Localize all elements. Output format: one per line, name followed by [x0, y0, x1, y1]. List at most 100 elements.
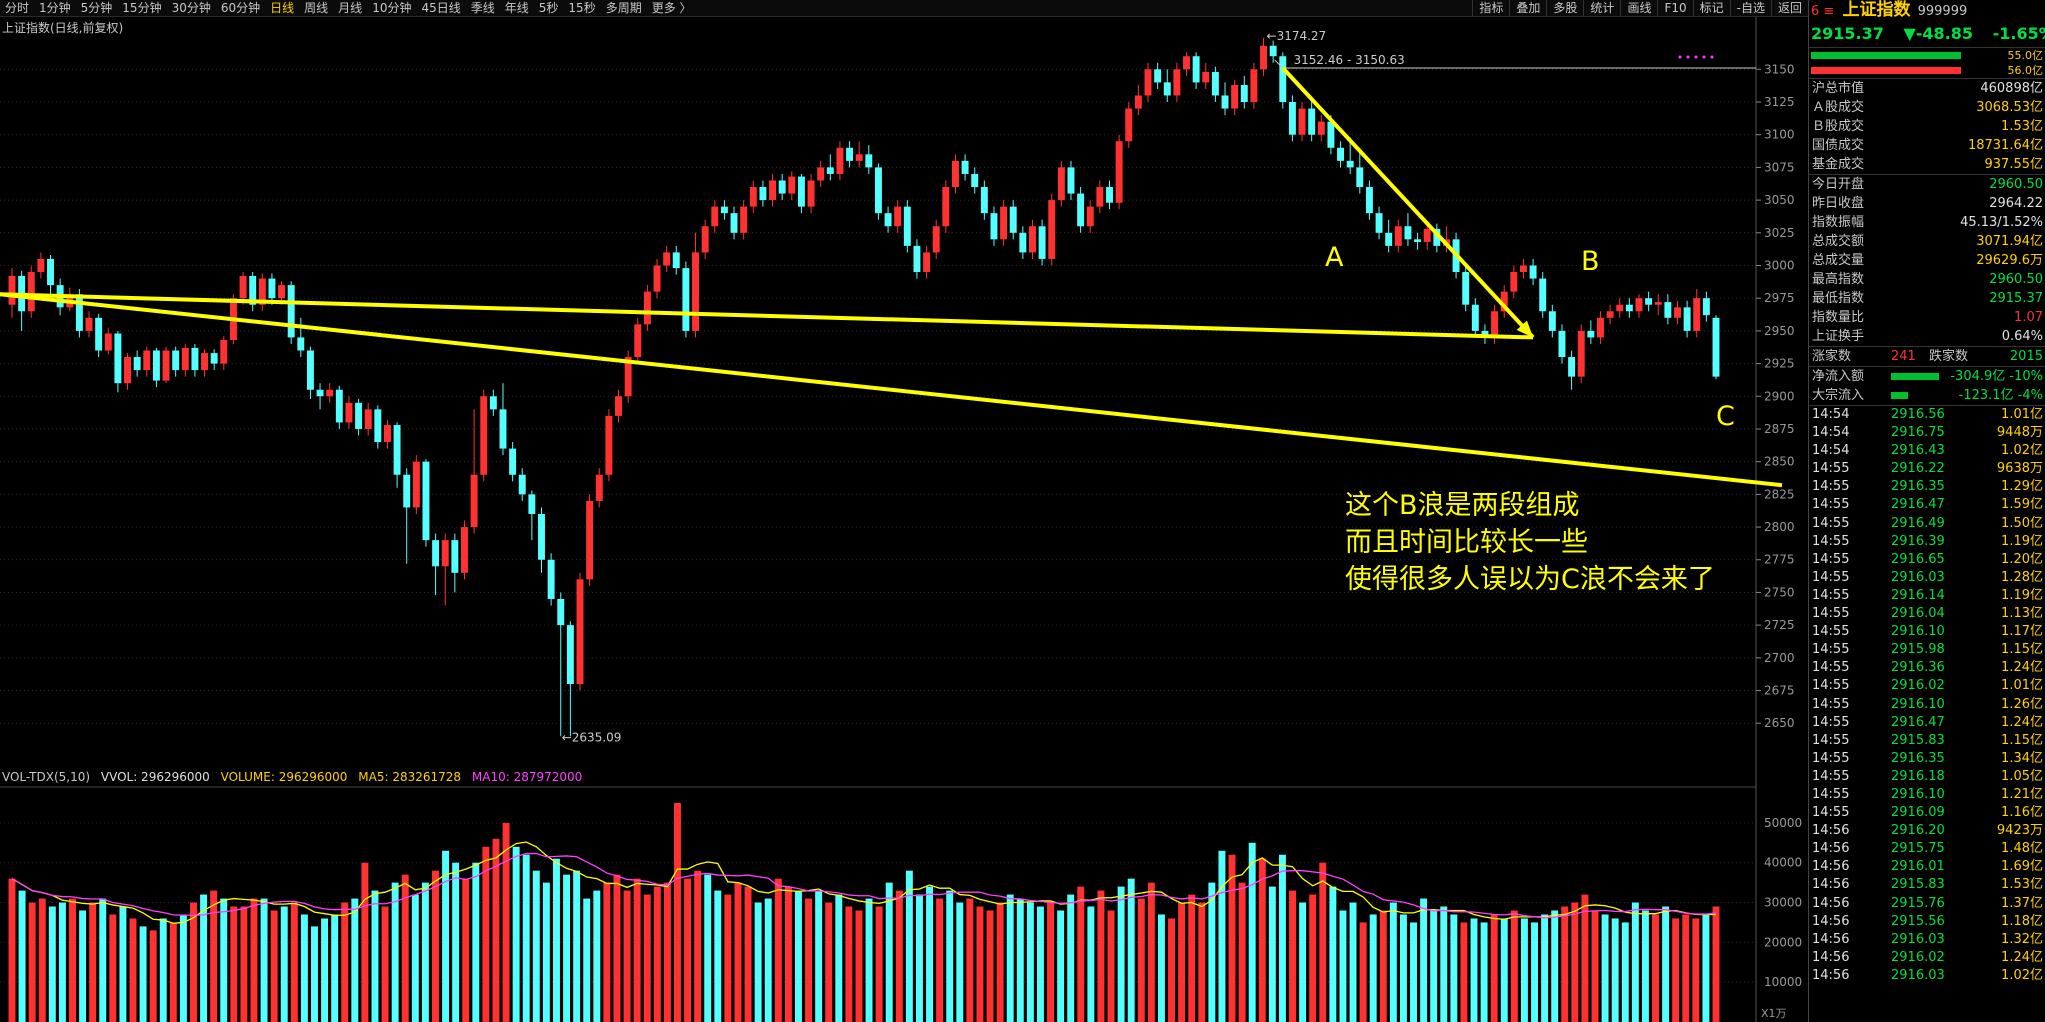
volume-bar	[936, 898, 944, 1022]
trade-time: 14:56	[1812, 949, 1850, 965]
tool-button-4[interactable]: 画线	[1620, 0, 1657, 16]
price-tick-label: 3150	[1764, 62, 1795, 76]
candle-body	[1625, 304, 1633, 312]
vol-indicator-name[interactable]: VOL-TDX(5,10)	[2, 770, 91, 784]
menu-icon[interactable]: ≡	[1823, 4, 1835, 19]
candle-body	[239, 275, 247, 299]
tool-button-3[interactable]: 统计	[1583, 0, 1620, 16]
trade-time: 14:54	[1812, 425, 1850, 441]
volume-bar	[674, 802, 681, 1022]
candle-body	[1048, 200, 1056, 259]
period-tab-4[interactable]: 30分钟	[171, 1, 211, 15]
stat-row: 最低指数 2915.37	[1809, 289, 2045, 308]
trade-price: 2916.22	[1891, 461, 1945, 477]
period-tab-12[interactable]: 年线	[504, 1, 529, 15]
period-tab-6[interactable]: 日线	[270, 1, 295, 15]
trade-amount: 1.28亿	[2001, 569, 2043, 585]
trade-price: 2916.43	[1891, 443, 1945, 459]
candle-body	[1154, 69, 1162, 83]
volume-bar	[542, 882, 550, 1022]
volume-tick-label: 20000	[1764, 935, 1802, 949]
candle-body	[335, 389, 343, 423]
period-tab-1[interactable]: 1分钟	[39, 1, 71, 15]
period-tab-0[interactable]: 分时	[5, 1, 30, 15]
period-tab-16[interactable]: 更多 〉	[651, 1, 692, 15]
trade-row: 14:55 2916.09 1.16亿	[1809, 804, 2045, 822]
candle-body	[355, 402, 363, 429]
trade-time: 14:55	[1812, 678, 1850, 694]
price-tick-label: 2800	[1764, 520, 1795, 534]
candle-body	[894, 206, 902, 227]
tool-button-7[interactable]: -自选	[1729, 0, 1771, 16]
tick-trades-list[interactable]: 14:54 2916.56 1.01亿 14:54 2916.75 9448万 14:54 2…	[1809, 405, 2045, 985]
period-tab-13[interactable]: 5秒	[538, 1, 559, 15]
period-tab-11[interactable]: 季线	[470, 1, 495, 15]
volume-bar	[794, 890, 802, 1022]
trade-row: 14:56 2916.20 9423万	[1809, 822, 2045, 840]
volume-bar	[966, 898, 974, 1022]
candle-body	[826, 167, 834, 174]
vvol-value: VVOL: 296296000	[100, 770, 210, 784]
period-tab-5[interactable]: 60分钟	[220, 1, 261, 15]
volume-bar	[1188, 894, 1196, 1022]
trade-row: 14:55 2916.03 1.28亿	[1809, 569, 2045, 587]
volume-bar	[754, 902, 762, 1022]
period-tab-15[interactable]: 多周期	[605, 1, 642, 15]
volume-bar	[69, 898, 76, 1022]
candle-body	[1529, 265, 1537, 279]
candle-body	[1337, 147, 1345, 161]
trade-row: 14:54 2916.75 9448万	[1809, 424, 2045, 442]
tool-button-2[interactable]: 多股	[1546, 0, 1583, 16]
candle-body	[1298, 108, 1306, 135]
volume-bar	[845, 906, 853, 1022]
volume-bar	[724, 894, 732, 1022]
candle-body	[326, 389, 334, 397]
volume-bar	[421, 882, 429, 1022]
volume-bar-value: 55.0亿	[2007, 49, 2044, 62]
volume-bar	[774, 878, 782, 1022]
trade-price: 2916.04	[1891, 606, 1945, 622]
trade-row: 14:54 2916.56 1.01亿	[1809, 406, 2045, 424]
tool-button-5[interactable]: F10	[1657, 0, 1692, 16]
price-change-pct: -1.65%	[1992, 24, 2045, 43]
volume-bar	[603, 882, 611, 1022]
tool-button-6[interactable]: 标记	[1692, 0, 1730, 16]
candle-body	[1057, 167, 1065, 201]
period-tab-7[interactable]: 周线	[304, 1, 329, 15]
chart-panel[interactable]: 2650 2675 2700 2725 2750 2775 2800 2825 2850 2875…	[0, 17, 1808, 1022]
period-tab-10[interactable]: 45日线	[421, 1, 461, 15]
stat-value: 2964.22	[1989, 196, 2043, 211]
trade-row: 14:55 2916.14 1.19亿	[1809, 587, 2045, 605]
candle-body	[1086, 206, 1094, 227]
volume-bar	[926, 886, 934, 1022]
trade-row: 14:55 2916.04 1.13亿	[1809, 605, 2045, 623]
tool-button-8[interactable]: 返回	[1770, 0, 1808, 16]
stat-label: 昨日收盘	[1812, 196, 1865, 211]
candle-body	[1683, 307, 1691, 331]
candle-body	[1693, 298, 1701, 331]
index-name[interactable]: 上证指数	[1842, 0, 1911, 20]
stat-row: Ａ股成交 3068.53亿	[1809, 98, 2045, 117]
tool-button-0[interactable]: 指标	[1472, 0, 1509, 16]
period-tab-2[interactable]: 5分钟	[80, 1, 113, 15]
candle-body	[403, 474, 411, 508]
tool-button-1[interactable]: 叠加	[1509, 0, 1546, 16]
candle-body	[1192, 56, 1200, 83]
trade-price: 2916.20	[1891, 823, 1945, 839]
volume-tick-label: 30000	[1764, 896, 1802, 910]
period-tab-9[interactable]: 10分钟	[372, 1, 412, 15]
volume-tick-label: 40000	[1764, 856, 1802, 870]
price-change: ▼-48.85	[1903, 24, 1974, 43]
trade-time: 14:55	[1812, 660, 1850, 676]
trade-price: 2916.39	[1891, 533, 1945, 549]
period-tab-14[interactable]: 15秒	[568, 1, 596, 15]
period-tab-8[interactable]: 月线	[338, 1, 363, 15]
volume-bar	[653, 886, 661, 1022]
volume-bar	[492, 838, 500, 1022]
period-tab-3[interactable]: 15分钟	[122, 1, 162, 15]
kline-chart[interactable]: 2650 2675 2700 2725 2750 2775 2800 2825 2850 2875…	[0, 17, 1808, 1022]
candle-body	[1674, 307, 1681, 318]
volume-bar	[89, 902, 97, 1022]
volume-bar	[210, 890, 218, 1022]
trade-price: 2916.49	[1891, 515, 1945, 531]
